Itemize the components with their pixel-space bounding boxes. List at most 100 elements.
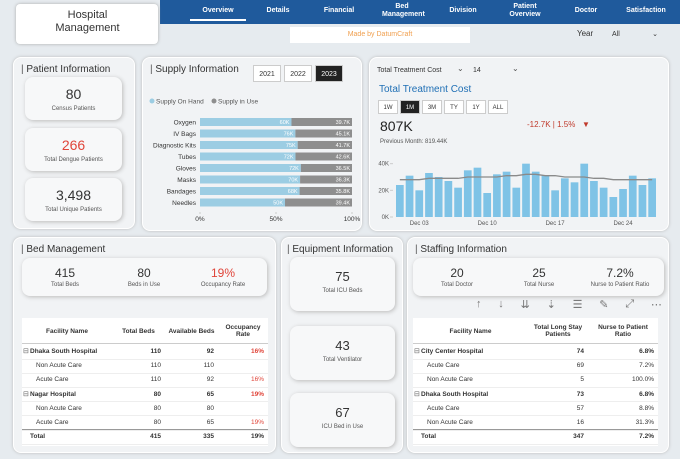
nav-item[interactable]: Doctor [574,7,598,14]
table-cell: 31.3% [635,419,654,426]
measure-dropdown[interactable]: Total Treatment Cost [377,67,442,74]
row-rule [413,386,658,388]
dropdown-arrow: ⌄ [457,64,464,73]
logo-box [16,4,158,44]
expand-all-button[interactable]: ⇣ [546,299,556,311]
table-cell: Non Acute Care [36,362,82,370]
year-dropdown[interactable]: All ⌄ [612,31,658,38]
period-button[interactable]: 1Y [466,100,486,114]
table-cell: 5 [580,376,584,384]
sort-down-button[interactable]: ↓ [498,298,504,310]
nav-item[interactable]: Patient Overview [509,3,541,18]
period-button[interactable]: 1M [400,100,420,114]
table-cell: 16% [250,376,264,384]
table-cell: 69 [576,362,584,370]
row-rule [413,372,658,374]
table-cell: Acute Care [36,376,69,384]
year-button[interactable]: 2021 [253,65,281,82]
column-header: Total Long Stay Patients [533,324,583,338]
period-button[interactable]: ALL [488,100,508,114]
more-button[interactable]: ⋯ [650,299,662,311]
column-header: Total Beds [122,327,155,335]
kpi-change: -12.7K | 1.5% [527,120,576,129]
panel-title: Bed Management [21,244,105,255]
table-cell: Acute Care [36,419,69,426]
table-bg [413,318,658,446]
panel-title: Staffing Information [415,244,507,255]
table-cell: 80 [153,404,161,412]
sort-up-button[interactable]: ↑ [476,298,482,310]
kpi-value: 25 [532,266,546,280]
kpi-label: Total Ventilator [322,356,363,363]
nav-item[interactable]: Overview [190,7,246,21]
period-button[interactable]: 3M [422,100,442,114]
chart-title: Total Treatment Cost [379,84,472,95]
collapse-icon[interactable]: ⊟ [414,348,420,355]
kpi-strip [22,258,267,296]
table-cell: 110 [203,362,214,370]
row-rule [413,415,658,417]
kpi-value: 80 [65,86,82,103]
panel-title: Equipment Information [287,244,393,255]
kpi-strip [413,258,664,296]
kpi-label: Total ICU Beds [322,287,363,294]
year-value: All [612,31,620,38]
row-rule [22,443,268,445]
format-button[interactable]: ✎ [599,299,609,311]
nav-item[interactable]: Details [266,7,290,14]
nav-item[interactable]: Division [449,7,477,14]
kpi-label: Total Nurse [523,282,555,288]
table-cell: 80 [153,390,161,398]
period-button[interactable]: 1W [378,100,398,114]
table-cell: Non Acute Care [427,376,473,384]
period-button[interactable]: TY [444,100,464,114]
nav-item[interactable]: Financial [323,7,355,14]
focus-button[interactable]: ⤢ [625,298,635,310]
kpi-label: ICU Bed in Use [321,423,364,430]
table-cell: 335 [203,433,214,441]
kpi-value: 19% [210,266,236,280]
column-header: Facility Name [449,327,492,335]
kpi-card [290,326,395,380]
table-cell: 19% [250,390,264,398]
table-cell: 19% [250,419,264,426]
table-cell: 80 [206,404,214,412]
table-cell: 347 [573,433,584,441]
kpi-value: 415 [54,266,76,280]
kpi-value: 7.2% [606,266,634,280]
table-cell: Acute Care [427,362,460,370]
collapse-icon[interactable]: ⊟ [23,348,29,355]
table-cell: 65 [206,390,214,398]
app-title: Hospital Management [55,9,120,34]
collapse-icon[interactable]: ⊟ [23,390,29,398]
kpi-value: 20 [450,266,464,280]
count-dropdown[interactable]: 14 [473,67,481,74]
nav-item[interactable]: Bed Management [382,3,425,18]
row-rule [413,401,658,403]
filter-button[interactable]: ☰ [572,299,583,311]
table-cell: 415 [150,433,161,441]
year-button[interactable]: 2022 [284,65,312,82]
kpi-card [25,77,122,120]
table-cell: 92 [206,348,214,355]
column-header: Nurse to Patient Ratio [598,324,648,338]
collapse-icon[interactable]: ⊟ [414,390,420,398]
year-label: Year [577,29,594,38]
table-cell: Acute Care [427,404,460,412]
table-cell: 7.2% [639,362,654,370]
row-rule [22,386,268,388]
table-cell: 80 [153,419,161,426]
year-button[interactable]: 2023 [315,65,343,82]
kpi-value: 67 [335,404,350,420]
total-rule [413,429,658,431]
table-cell: 16% [250,348,264,355]
kpi-card [290,393,395,447]
table-cell: 74 [576,348,584,355]
made-by: Made by DatumCraft [290,27,470,43]
kpi-value: 266 [61,137,86,154]
expand-button[interactable]: ⇊ [520,299,530,311]
kpi-label: Total Dengue Patients [44,157,103,164]
nav-item[interactable]: Satisfaction [626,7,666,14]
kpi-value: 75 [335,268,350,284]
